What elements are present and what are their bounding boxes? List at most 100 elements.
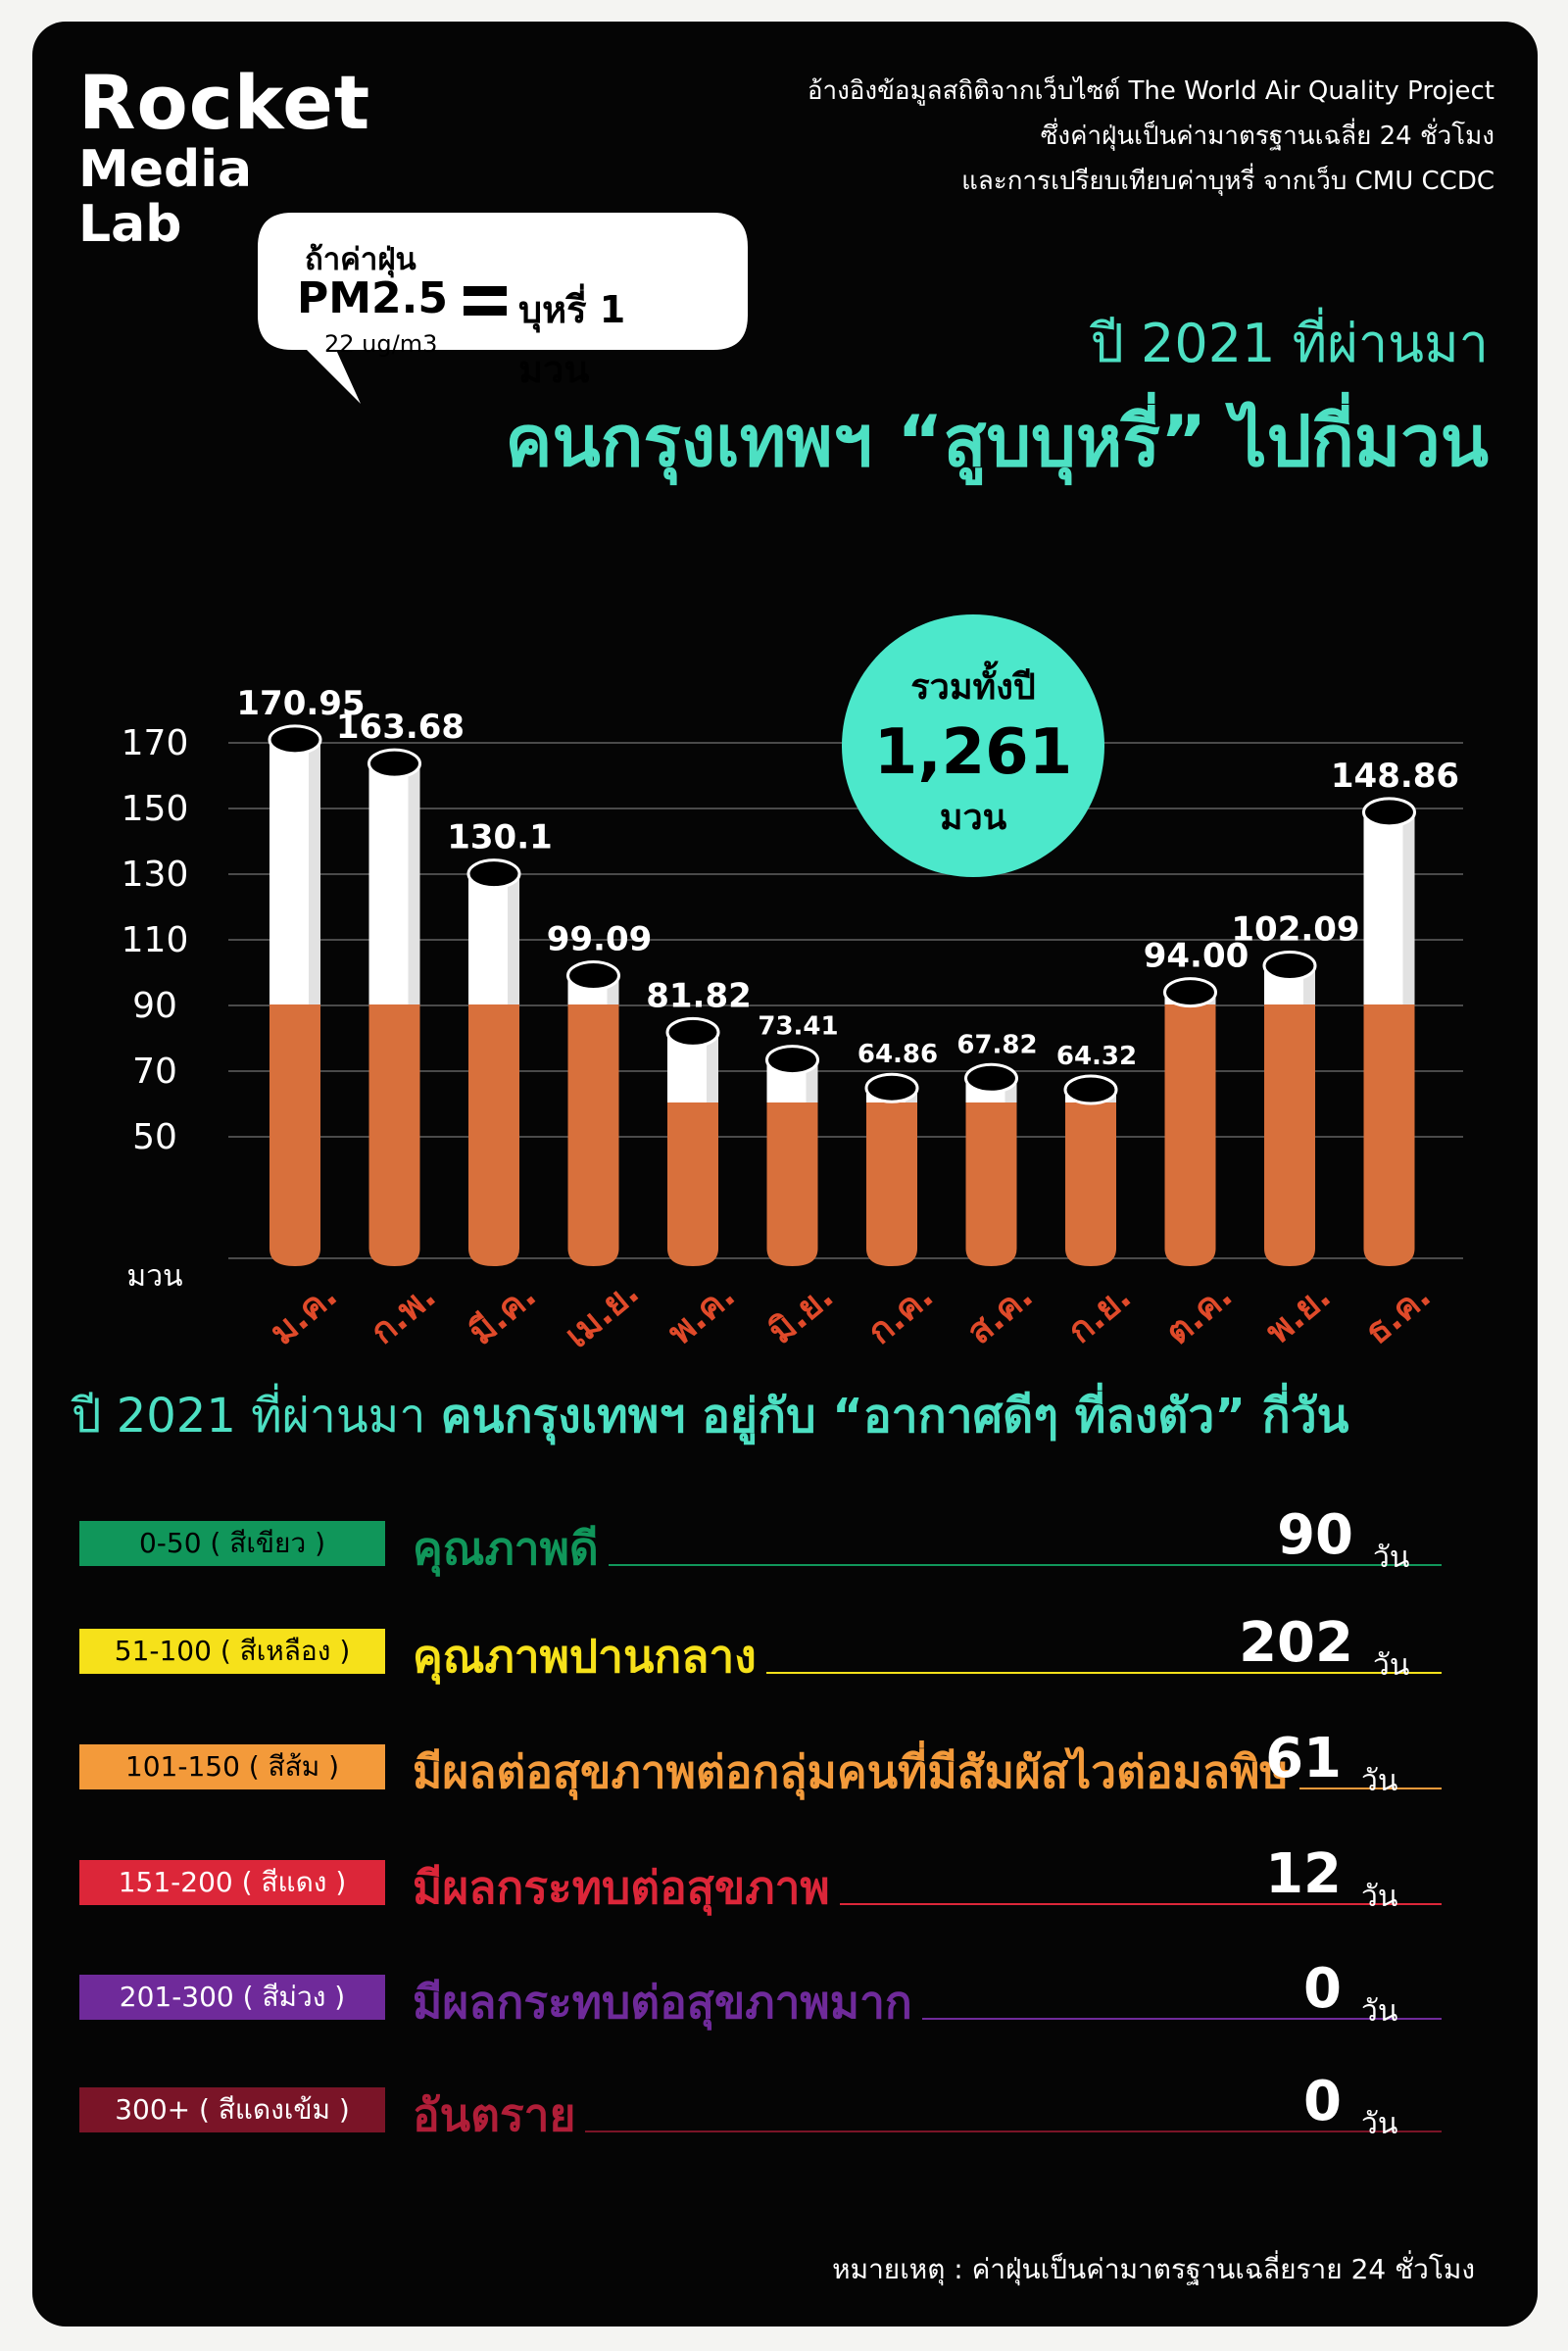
bar-filter [866,1102,917,1266]
aqi-days: 202 [1239,1611,1353,1675]
aqi-row: 101-150 ( สีส้ม ) มีผลต่อสุขภาพต่อกลุ่มคน… [79,1727,1451,1805]
value-label: 64.86 [858,1040,938,1069]
bar-cap [665,1016,720,1048]
cigarette-bar [466,858,521,1266]
aqi-leader-line [609,1564,1442,1566]
source-line-2: ซึ่งค่าฝุ่นเป็นค่ามาตรฐานเฉลี่ย 24 ชั่วโ… [1040,122,1494,151]
aqi-days: 0 [1303,1957,1342,2021]
y-tick-label: 50 [132,1117,177,1157]
cigarette-bar [268,724,322,1266]
value-label: 130.1 [447,818,553,857]
value-label: 148.86 [1331,757,1459,796]
value-label: 99.09 [547,920,653,959]
bar-cap [466,858,521,890]
bar-filter [766,1102,818,1266]
bubble-prefix: ถ้าค่าฝุ่น [305,242,416,277]
month-label: ส.ค. [959,1276,1041,1353]
rocket-media-lab-logo: Rocket Media Lab [78,59,371,254]
bar-filter [368,1004,420,1266]
month-label: มิ.ย. [761,1276,842,1352]
bar-filter [1264,1004,1315,1266]
bar-filter [965,1102,1017,1266]
aqi-days: 90 [1277,1503,1353,1567]
footnote: หมายเหตุ : ค่าฝุ่นเป็นค่ามาตรฐานเฉลี่ยรา… [832,2253,1475,2285]
cigarette-bar [964,1062,1018,1266]
aqi-leader-line [840,1903,1442,1905]
aqi-range-badge: 300+ ( สีแดงเข้ม ) [79,2087,385,2132]
bar-filter [667,1102,718,1266]
value-label: 102.09 [1231,909,1359,949]
value-label: 67.82 [956,1030,1037,1059]
source-line-3: และการเปรียบเทียบค่าบุหรี่ จากเว็บ CMU C… [961,167,1494,196]
y-axis-label: มวน [126,1259,182,1294]
cigarette-bar [765,1045,819,1266]
month-label: ต.ค. [1158,1275,1241,1352]
bar-cap [1262,950,1317,981]
equals-icon [464,286,507,318]
aqi-label: มีผลกระทบต่อสุขภาพมาก [413,1976,912,2029]
month-labels: ม.ค. ก.พ. มี.ค. เม.ย. พ.ค. มิ.ย. ก.ค. ส.ค. ก.ย. ต… [263,1272,1439,1356]
bar-filter [1363,1004,1415,1266]
month-label: พ.ค. [661,1275,743,1353]
aqi-days-unit: วัน [1361,2107,1398,2141]
y-tick-label: 130 [122,855,189,895]
logo-line-1: Rocket [78,59,371,146]
value-label: 170.95 [236,684,365,723]
cigarette-bar [368,748,421,1266]
aqi-days-unit: วัน [1361,1880,1398,1914]
aqi-row: 300+ ( สีแดงเข้ม ) อันตราย 0 วัน [79,2070,1451,2148]
aqi-row: 51-100 ( สีเหลือง ) คุณภาพปานกลาง 202 วัน [79,1611,1451,1690]
month-label: พ.ย. [1258,1276,1339,1352]
source-line-1: อ้างอิงข้อมูลสถิติจากเว็บไซต์ The World … [807,76,1494,106]
month-label: ม.ค. [263,1275,345,1353]
aqi-label: คุณภาพปานกลาง [413,1630,757,1683]
aqi-range-badge: 151-200 ( สีแดง ) [79,1860,385,1905]
aqi-headline-part-1: ปี 2021 ที่ผ่านมา [72,1389,441,1444]
bubble-unit: 22 ug/m3 [324,330,438,358]
y-tick-label: 150 [122,789,189,829]
aqi-label: มีผลต่อสุขภาพต่อกลุ่มคนที่มีสัมผัสไวต่อม… [413,1745,1290,1798]
aqi-days: 12 [1265,1842,1342,1906]
bar-cap [566,960,620,992]
bar-cap [1063,1074,1118,1105]
bar-paper-shade [1402,811,1415,1004]
aqi-days-unit: วัน [1373,1648,1410,1683]
bar-cap [1362,797,1416,828]
y-tick-label: 70 [132,1052,177,1092]
y-axis-ticks: 50 70 90 110 130 150 170 [122,723,189,1157]
aqi-row: 151-200 ( สีแดง ) มีผลกระทบต่อสุขภาพ 12 วัน [79,1842,1451,1921]
aqi-days: 61 [1265,1727,1342,1790]
y-tick-label: 110 [122,920,189,960]
bar-cap [368,748,421,779]
month-label: มี.ค. [462,1275,544,1353]
bar-cap [268,724,322,756]
bar-filter [567,1004,619,1266]
total-badge: รวมทั้งปี 1,261 มวน [842,614,1104,877]
aqi-label: มีผลกระทบต่อสุขภาพ [413,1861,830,1914]
cigarette-bar [665,1016,720,1266]
bar-paper-shade [309,739,320,1004]
value-label: 163.68 [336,708,465,747]
value-label: 81.82 [646,976,752,1015]
y-tick-label: 170 [122,723,189,763]
bar-filter [468,1004,519,1266]
cigarette-bar [1262,950,1317,1266]
bar-filter [1065,1102,1116,1266]
month-label: ก.ย. [1060,1277,1139,1352]
infographic-panel: Rocket Media Lab อ้างอิงข้อมูลสถิติจากเว… [32,22,1538,2327]
speech-bubble-text: ถ้าค่าฝุ่น PM2.5 บุหรี่ 1 มวน 22 ug/m3 [285,222,677,391]
chart-grid [228,742,1463,1259]
aqi-leader-line [766,1672,1442,1674]
bar-paper-shade [408,763,420,1004]
aqi-label: อันตราย [413,2088,576,2141]
y-tick-label: 90 [132,986,177,1026]
bar-filter [270,1004,320,1266]
bubble-cigarette: บุหรี่ 1 มวน [518,288,626,391]
aqi-row: 0-50 ( สีเขียว ) คุณภาพดี 90 วัน [79,1503,1451,1582]
aqi-headline-part-2: คนกรุงเทพฯ อยู่กับ “อากาศดีๆ ที่ลงตัว” ก… [440,1389,1349,1444]
logo-line-3: Lab [78,195,182,254]
total-label: รวมทั้งปี [910,667,1036,708]
value-label: 64.32 [1056,1042,1137,1071]
aqi-leader-line [1299,1788,1442,1789]
